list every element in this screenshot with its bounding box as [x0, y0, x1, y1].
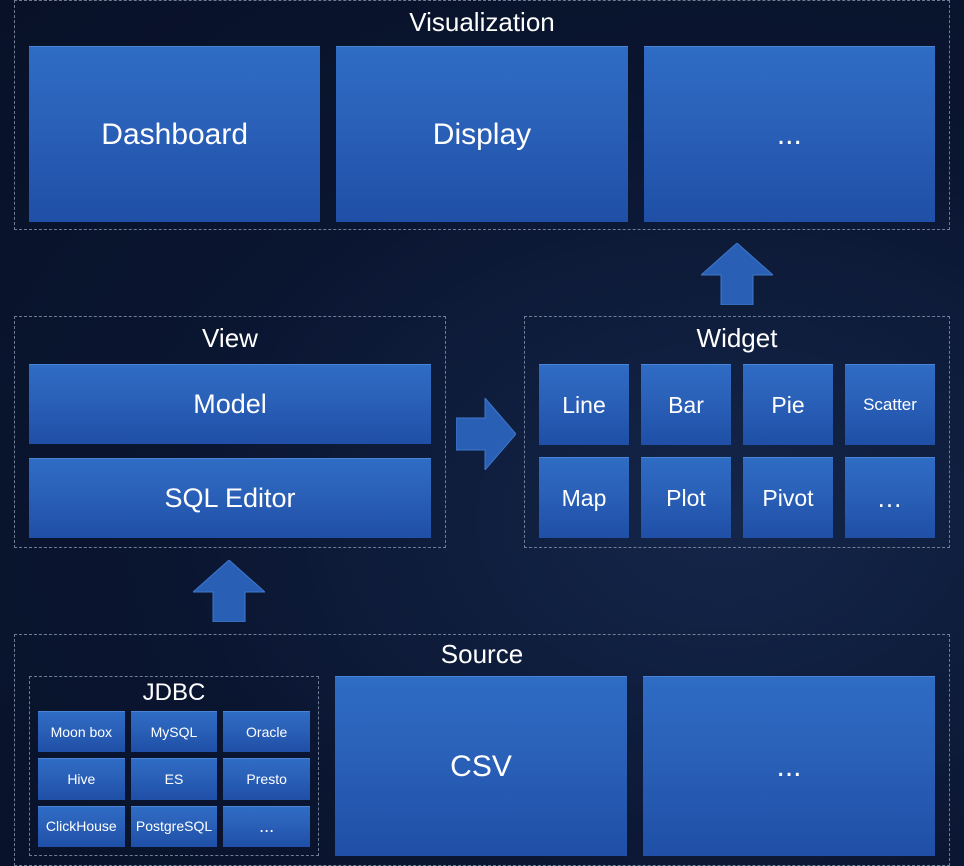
widget-box-pie: Pie: [743, 364, 833, 445]
widget-box-more: ...: [845, 457, 935, 538]
jdbc-box-more: ...: [223, 806, 310, 847]
view-column: Model SQL Editor: [29, 364, 431, 538]
source-group: Source JDBC Moon box MySQL Oracle Hive E…: [14, 634, 950, 866]
widget-title: Widget: [539, 323, 935, 354]
jdbc-box-clickhouse: ClickHouse: [38, 806, 125, 847]
jdbc-box-es: ES: [131, 758, 218, 799]
arrow-view-to-widget: [456, 398, 516, 470]
arrow-up-icon: [701, 243, 773, 305]
jdbc-title: JDBC: [38, 679, 310, 707]
arrow-up-icon: [193, 560, 265, 622]
source-box-more: ...: [643, 676, 935, 856]
arrow-right-icon: [456, 398, 516, 470]
view-box-model: Model: [29, 364, 431, 444]
widget-box-pivot: Pivot: [743, 457, 833, 538]
widget-grid: Line Bar Pie Scatter Map Plot Pivot ...: [539, 364, 935, 538]
widget-box-plot: Plot: [641, 457, 731, 538]
visualization-group: Visualization Dashboard Display ...: [14, 0, 950, 230]
jdbc-box-hive: Hive: [38, 758, 125, 799]
arrow-source-to-view: [193, 560, 265, 622]
widget-box-line: Line: [539, 364, 629, 445]
source-box-csv: CSV: [335, 676, 627, 856]
widget-box-scatter: Scatter: [845, 364, 935, 445]
visualization-box-display: Display: [336, 46, 627, 222]
view-group: View Model SQL Editor: [14, 316, 446, 548]
jdbc-group: JDBC Moon box MySQL Oracle Hive ES Prest…: [29, 676, 319, 856]
widget-box-bar: Bar: [641, 364, 731, 445]
jdbc-grid: Moon box MySQL Oracle Hive ES Presto Cli…: [38, 711, 310, 847]
jdbc-box-postgresql: PostgreSQL: [131, 806, 218, 847]
source-title: Source: [29, 639, 935, 670]
jdbc-box-presto: Presto: [223, 758, 310, 799]
jdbc-box-oracle: Oracle: [223, 711, 310, 752]
source-row: JDBC Moon box MySQL Oracle Hive ES Prest…: [29, 676, 935, 856]
visualization-title: Visualization: [29, 7, 935, 38]
jdbc-box-moonbox: Moon box: [38, 711, 125, 752]
widget-group: Widget Line Bar Pie Scatter Map Plot Piv…: [524, 316, 950, 548]
visualization-box-dashboard: Dashboard: [29, 46, 320, 222]
visualization-row: Dashboard Display ...: [29, 46, 935, 222]
arrow-widget-to-visualization: [701, 243, 773, 305]
view-title: View: [29, 323, 431, 354]
view-box-sql-editor: SQL Editor: [29, 458, 431, 538]
widget-box-map: Map: [539, 457, 629, 538]
jdbc-box-mysql: MySQL: [131, 711, 218, 752]
visualization-box-more: ...: [644, 46, 935, 222]
